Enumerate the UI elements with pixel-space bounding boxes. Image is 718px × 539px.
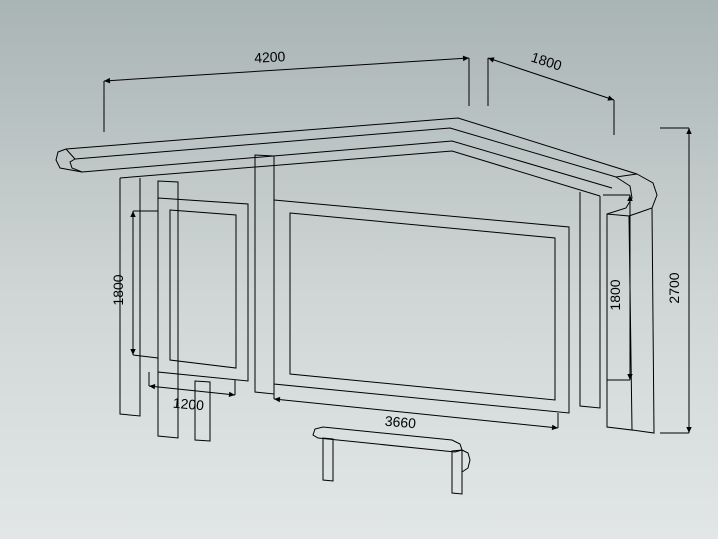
dimension-label-panel_h_right: 1800 (607, 279, 623, 310)
dimension-total_h: 2700 (666, 128, 692, 433)
dimension-small_panel_w: 1200 (149, 384, 235, 413)
dimension-big_panel_w: 3660 (274, 397, 558, 431)
dimension-roof_depth: 1800 (488, 49, 614, 101)
dimension-label-panel_h_left: 1800 (110, 274, 126, 305)
drawing-canvas: 4200 1800 1800 1800 2700 1200 3660 (0, 0, 718, 539)
dimension-label-big_panel_w: 3660 (384, 413, 417, 432)
dimension-label-small_panel_w: 1200 (172, 395, 205, 414)
dimension-roof_width: 4200 (104, 48, 469, 83)
dimension-label-roof_width: 4200 (254, 48, 286, 66)
drawing-svg: 4200 1800 1800 1800 2700 1200 3660 (0, 0, 718, 539)
shelter-drawing (56, 118, 657, 494)
dimension-label-roof_depth: 1800 (529, 49, 564, 74)
dimension-panel_h_left: 1800 (110, 211, 136, 355)
dimension-label-total_h: 2700 (666, 272, 682, 303)
extension-lines (104, 58, 689, 433)
